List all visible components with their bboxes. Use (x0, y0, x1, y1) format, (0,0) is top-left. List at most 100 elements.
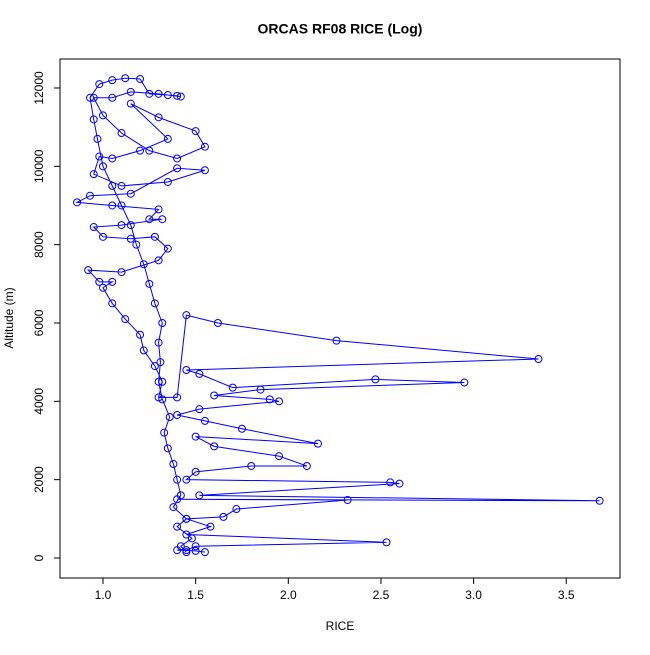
data-point (213, 318, 222, 327)
data-point (126, 189, 135, 198)
data-point (210, 442, 219, 451)
data-point (158, 377, 167, 386)
data-point (191, 467, 200, 476)
data-point (126, 87, 135, 96)
data-point (126, 221, 135, 230)
data-point (117, 129, 126, 138)
data-point (95, 80, 104, 89)
y-tick-label: 12000 (32, 71, 46, 105)
data-point (173, 495, 182, 504)
data-point (108, 181, 117, 190)
data-point (169, 503, 178, 512)
data-point (145, 146, 154, 155)
data-point (343, 496, 352, 505)
data-point (139, 260, 148, 269)
data-point (163, 244, 172, 253)
data-point (145, 215, 154, 224)
data-point (89, 170, 98, 179)
data-point (182, 365, 191, 374)
y-tick-label: 0 (32, 554, 46, 561)
data-point (154, 256, 163, 265)
data-point (173, 475, 182, 484)
data-point (534, 355, 543, 364)
data-point (332, 336, 341, 345)
data-point (160, 428, 169, 437)
data-point (108, 201, 117, 210)
data-point (191, 542, 200, 551)
data-point (173, 393, 182, 402)
data-point (154, 113, 163, 122)
data-point (98, 232, 107, 241)
data-point (98, 283, 107, 292)
data-point (163, 177, 172, 186)
y-tick-label: 2000 (32, 466, 46, 493)
y-tick-label: 8000 (32, 231, 46, 258)
data-point (117, 201, 126, 210)
data-point (265, 395, 274, 404)
data-point (154, 338, 163, 347)
data-point (302, 461, 311, 470)
data-point (154, 377, 163, 386)
data-point (139, 346, 148, 355)
data-point (108, 76, 117, 85)
data-point (232, 505, 241, 514)
data-point (182, 548, 191, 557)
data-point (158, 395, 167, 404)
x-tick-label: 3.5 (558, 588, 575, 602)
data-point (173, 411, 182, 420)
data-point (386, 478, 395, 487)
data-point (145, 279, 154, 288)
data-point (121, 315, 130, 324)
x-axis-label: RICE (326, 619, 355, 633)
data-point (150, 232, 159, 241)
data-point (132, 240, 141, 249)
data-point (136, 74, 145, 83)
data-point (154, 89, 163, 98)
data-point (158, 215, 167, 224)
data-point (191, 432, 200, 441)
data-point (210, 391, 219, 400)
y-tick-label: 4000 (32, 388, 46, 415)
data-point (237, 424, 246, 433)
data-point (158, 318, 167, 327)
chart-title: ORCAS RF08 RICE (Log) (258, 21, 423, 37)
data-point (200, 416, 209, 425)
data-point (256, 385, 265, 394)
data-point (182, 530, 191, 539)
data-point (382, 538, 391, 547)
data-point (163, 134, 172, 143)
data-point (182, 546, 191, 555)
data-point (154, 205, 163, 214)
data-point (313, 439, 322, 448)
data-point (108, 299, 117, 308)
data-point (89, 223, 98, 232)
data-point (182, 475, 191, 484)
x-tick-label: 1.0 (95, 588, 112, 602)
x-tick-label: 2.0 (280, 588, 297, 602)
data-point (150, 362, 159, 371)
data-point (219, 512, 228, 521)
data-point (108, 93, 117, 102)
data-point (126, 234, 135, 243)
data-point (108, 277, 117, 286)
data-point (154, 393, 163, 402)
data-point (371, 375, 380, 384)
data-point (156, 358, 165, 367)
data-point (173, 91, 182, 100)
data-point (595, 496, 604, 505)
data-point (163, 444, 172, 453)
data-point (195, 405, 204, 414)
data-point (182, 514, 191, 523)
data-point (126, 99, 135, 108)
data-point (117, 181, 126, 190)
data-point (460, 378, 469, 387)
data-point (200, 142, 209, 151)
data-point (206, 522, 215, 531)
plot-frame (59, 58, 621, 579)
y-tick-label: 6000 (32, 309, 46, 336)
data-point (145, 89, 154, 98)
data-point (136, 146, 145, 155)
data-point (117, 221, 126, 230)
x-tick-label: 2.5 (373, 588, 390, 602)
